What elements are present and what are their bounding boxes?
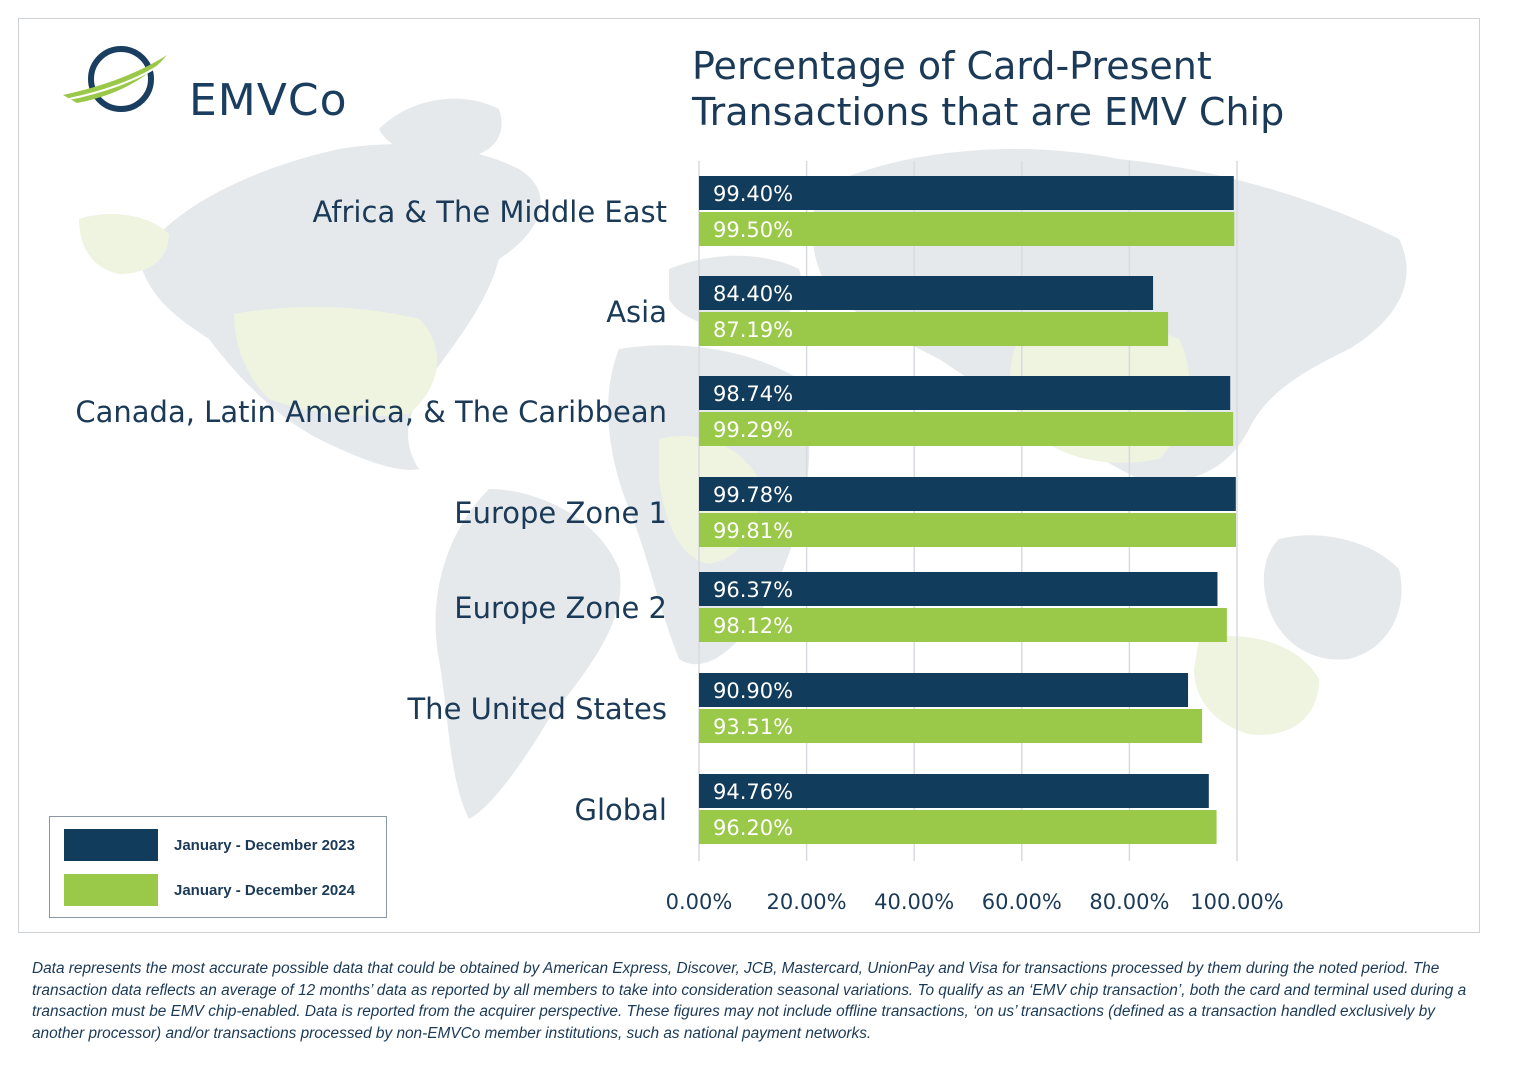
data-label: 99.81% bbox=[713, 519, 793, 543]
x-tick-label: 40.00% bbox=[874, 890, 954, 914]
bar bbox=[699, 774, 1209, 808]
data-label: 98.12% bbox=[713, 614, 793, 638]
data-label: 99.40% bbox=[713, 182, 793, 206]
legend-label-2023: January - December 2023 bbox=[174, 836, 355, 854]
chart-title-line-1: Percentage of Card-Present bbox=[692, 44, 1212, 88]
category-label: Europe Zone 2 bbox=[454, 591, 667, 625]
emvco-logo: EMVCo bbox=[59, 37, 389, 127]
x-tick-label: 0.00% bbox=[666, 890, 733, 914]
data-label: 99.78% bbox=[713, 483, 793, 507]
category-label: Canada, Latin America, & The Caribbean bbox=[75, 395, 667, 429]
chart-panel: EMVCo Percentage of Card-Present Transac… bbox=[18, 18, 1480, 933]
bar bbox=[699, 312, 1169, 346]
bar bbox=[699, 212, 1235, 246]
bar bbox=[699, 276, 1154, 310]
data-label: 93.51% bbox=[713, 715, 793, 739]
bar bbox=[699, 608, 1227, 642]
emvco-logo-mark bbox=[63, 46, 167, 112]
x-tick-label: 100.00% bbox=[1190, 890, 1283, 914]
chart-title: Percentage of Card-Present Transactions … bbox=[692, 43, 1452, 135]
legend-swatch-2024 bbox=[64, 874, 158, 906]
data-label: 87.19% bbox=[713, 318, 793, 342]
data-label: 94.76% bbox=[713, 780, 793, 804]
bar bbox=[699, 709, 1203, 743]
data-label: 98.74% bbox=[713, 382, 793, 406]
category-label: Global bbox=[574, 793, 667, 827]
x-tick-label: 80.00% bbox=[1089, 890, 1169, 914]
legend: January - December 2023 January - Decemb… bbox=[49, 816, 387, 918]
footnote: Data represents the most accurate possib… bbox=[32, 960, 1467, 1042]
chart-title-line-2: Transactions that are EMV Chip bbox=[692, 90, 1285, 134]
bar bbox=[699, 513, 1236, 547]
bar bbox=[699, 810, 1217, 844]
logo-wordmark: EMVCo bbox=[189, 75, 348, 126]
bar bbox=[699, 376, 1231, 410]
bar bbox=[699, 572, 1218, 606]
bar bbox=[699, 412, 1234, 446]
data-label: 84.40% bbox=[713, 282, 793, 306]
category-label: Africa & The Middle East bbox=[313, 195, 668, 229]
category-label: Europe Zone 1 bbox=[454, 496, 667, 530]
bar bbox=[699, 477, 1236, 511]
data-label: 99.50% bbox=[713, 218, 793, 242]
legend-swatch-2023 bbox=[64, 829, 158, 861]
bar bbox=[699, 673, 1189, 707]
data-label: 96.37% bbox=[713, 578, 793, 602]
data-label: 99.29% bbox=[713, 418, 793, 442]
legend-label-2024: January - December 2024 bbox=[174, 881, 355, 899]
x-tick-label: 20.00% bbox=[767, 890, 847, 914]
legend-item-2024: January - December 2024 bbox=[64, 874, 355, 906]
bar-chart: Africa & The Middle East 99.40% 99.50% Asia… bbox=[75, 161, 1284, 914]
x-tick-label: 60.00% bbox=[982, 890, 1062, 914]
data-label: 96.20% bbox=[713, 816, 793, 840]
category-label: Asia bbox=[606, 295, 667, 329]
category-label: The United States bbox=[406, 692, 667, 726]
legend-item-2023: January - December 2023 bbox=[64, 829, 355, 861]
data-label: 90.90% bbox=[713, 679, 793, 703]
bar bbox=[699, 176, 1234, 210]
